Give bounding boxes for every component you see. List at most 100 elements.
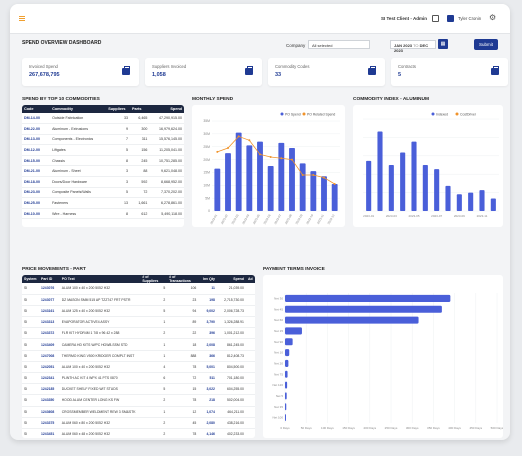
table-cell[interactable]: 1243076: [39, 283, 60, 295]
table-cell: SI: [22, 406, 40, 418]
fullscreen-icon[interactable]: [432, 15, 439, 22]
column-header[interactable]: Spend: [149, 105, 184, 113]
y-tick-label: Net 60: [274, 318, 283, 322]
kpi-label: Suppliers Invoiced: [152, 64, 187, 69]
column-header[interactable]: Inv Qty: [198, 275, 217, 283]
line-point: [301, 174, 304, 176]
table-cell: 9: [106, 123, 130, 135]
table-row[interactable]: SI 1243076 ALUM 100 x 40 x 200 5052 H32 5 10…: [22, 283, 255, 295]
table-cell: 5: [140, 283, 168, 295]
table-cell[interactable]: DM-12-00: [22, 144, 51, 156]
table-row[interactable]: SI 1242051 ALUM 100 x 40 x 200 5052 H32 4 78…: [22, 361, 255, 374]
table-cell[interactable]: 1243375: [39, 417, 60, 429]
column-header[interactable]: Parts: [129, 105, 150, 113]
column-header[interactable]: Spend: [216, 275, 246, 283]
table-cell: 45: [167, 417, 199, 429]
x-tick-label: 50 Days: [301, 426, 313, 430]
company-select[interactable]: All selected: [308, 40, 370, 49]
column-header[interactable]: Ad: [245, 275, 255, 283]
x-tick-label: 400 Days: [448, 426, 461, 430]
table-cell[interactable]: DM-23-00: [22, 187, 51, 199]
table-cell[interactable]: 1243608: [39, 406, 60, 418]
briefcase-icon: [491, 66, 499, 75]
table-cell: 804,500.00: [216, 361, 246, 374]
table-cell[interactable]: DM-25-00: [22, 197, 51, 209]
table-row[interactable]: DM-25-00 Fasteners 13 1,661 6,278,861.00: [22, 197, 184, 209]
table-cell[interactable]: 1247008: [39, 350, 60, 362]
table-row[interactable]: SI 1242341 PLINTH AC KIT 4 WPX 41 PTS 0870…: [22, 372, 255, 385]
date-range-input[interactable]: JAN 2023 TO DEC 2023: [390, 40, 436, 53]
table-cell: [245, 417, 255, 429]
bar: [445, 185, 451, 211]
table-row[interactable]: DM-13-00 Components - Electronics 7 311 15,5…: [22, 134, 184, 146]
table-row[interactable]: SI 1243409 CAMERA HD KITS W/PC HGW8-SSM ST…: [22, 338, 255, 351]
table-cell[interactable]: 1242185: [39, 383, 60, 396]
table-row[interactable]: SI 1243608 CROSSMEMBER WELDMENT REW 3 SM&S…: [22, 406, 255, 418]
table-cell[interactable]: DM-21-00: [22, 165, 51, 178]
column-header[interactable]: # of Suppliers: [140, 275, 168, 283]
table-row[interactable]: SI 1243375 ALUM 060 x 80 x 200 5052 H32 2 45…: [22, 417, 255, 429]
table-cell[interactable]: DM-10-00: [22, 208, 51, 220]
table-cell: 15,576,145.00: [149, 134, 184, 146]
table-row[interactable]: DM-22-00 Aluminum - Extrusions 9 300 16,979,…: [22, 123, 184, 135]
table-row[interactable]: DM-23-00 Composite Panels/Walls 5 72 7,370,2…: [22, 187, 184, 199]
table-row[interactable]: SI 1243161 ALUM 125 x 40 x 200 5052 H32 5 94…: [22, 305, 255, 318]
column-header[interactable]: Code: [22, 105, 51, 113]
table-cell[interactable]: 1243372: [39, 327, 60, 340]
table-cell: SI: [22, 338, 40, 351]
table-row[interactable]: SI 1247008 THERMO KING V500 KRIDGER COMPLT…: [22, 350, 255, 362]
table-cell: 4: [140, 361, 168, 374]
table-cell[interactable]: 1243077: [39, 294, 60, 306]
table-cell[interactable]: 1243350: [39, 394, 60, 407]
table-row[interactable]: SI 1243313 EVAPORATOR ACTIVE4 ASSY 1 89 3,790…: [22, 316, 255, 329]
table-row[interactable]: SI 1243350 HOOD ALUM CENTER LONG KS FW 2 78 2…: [22, 394, 255, 407]
top-commodities-title: SPEND BY TOP 10 COMMODITIES: [22, 97, 100, 102]
table-cell[interactable]: 1243313: [39, 316, 60, 329]
client-name[interactable]: SI Test Client - Admin: [381, 16, 428, 21]
table-cell[interactable]: 1243161: [39, 305, 60, 318]
table-cell[interactable]: DM-18-00: [22, 176, 51, 188]
table-row[interactable]: SI 1242185 DUCKET SHELF FIXED WIT STUDS 5 15…: [22, 383, 255, 396]
column-header[interactable]: # of Transactions: [167, 275, 199, 283]
x-tick-label: 2023-09: [454, 214, 465, 218]
column-header[interactable]: Commodity: [50, 105, 107, 113]
table-row[interactable]: DM-15-00 Chassis 8 245 10,751,285.00: [22, 155, 184, 167]
calendar-icon[interactable]: ▦: [438, 39, 448, 49]
column-header[interactable]: System: [22, 275, 40, 283]
notification-icon[interactable]: [447, 15, 454, 22]
table-cell[interactable]: DM-15-00: [22, 155, 51, 167]
page-title: SPEND OVERVIEW DASHBOARD: [22, 40, 102, 46]
bar: [411, 141, 417, 211]
y-tick-label: Net 5: [276, 394, 284, 398]
gear-icon[interactable]: ⚙: [489, 13, 497, 22]
table-cell: 592: [129, 176, 150, 188]
top-commodities-table: Code Commodity Suppliers Parts Spend DM-…: [22, 105, 184, 220]
table-row[interactable]: DM-12-00 Liftgates 5 156 11,205,041.00: [22, 144, 184, 156]
table-row[interactable]: SI 1243451 ALUM 060 x 48 x 200 5052 H32 2 78…: [22, 428, 255, 438]
table-cell: [245, 305, 255, 318]
table-row[interactable]: SI 1243077 DZ MASON SMM 515 AP TZZ747 FRT …: [22, 294, 255, 306]
table-row[interactable]: DM-18-00 Doors/Door Hardware 3 592 8,668,952…: [22, 176, 184, 188]
column-header[interactable]: PO Text: [59, 275, 141, 283]
table-cell[interactable]: 1243451: [39, 428, 60, 438]
table-cell[interactable]: DM-13-00: [22, 134, 51, 146]
menu-icon[interactable]: [19, 16, 25, 21]
table-cell[interactable]: 1242341: [39, 372, 60, 385]
user-menu[interactable]: Tyler Cronin: [458, 16, 482, 21]
monthly-spend-title: MONTHLY SPEND: [192, 97, 234, 102]
bar: [285, 414, 286, 422]
table-cell[interactable]: DM-14-00: [22, 113, 51, 125]
table-row[interactable]: DM-21-00 Aluminum - Sheet 3 88 9,621,048.00: [22, 165, 184, 178]
table-cell[interactable]: 1243409: [39, 338, 60, 351]
bar: [285, 338, 293, 346]
submit-button[interactable]: Submit: [474, 39, 498, 50]
table-row[interactable]: SI 1243372 FLR KIT HYDR4M 1 7/8 x 96 42 x …: [22, 327, 255, 340]
table-cell: 1: [140, 350, 168, 362]
bar: [366, 160, 372, 211]
table-cell[interactable]: 1242051: [39, 361, 60, 374]
table-row[interactable]: DM-10-00 Wire - Harness 8 612 5,490,118.00: [22, 208, 184, 220]
table-row[interactable]: DM-14-00 Outside Fabrication 33 6,465 47,290…: [22, 113, 184, 125]
table-cell[interactable]: DM-22-00: [22, 123, 51, 135]
column-header[interactable]: Suppliers: [106, 105, 130, 113]
column-header[interactable]: Part ID: [39, 275, 60, 283]
